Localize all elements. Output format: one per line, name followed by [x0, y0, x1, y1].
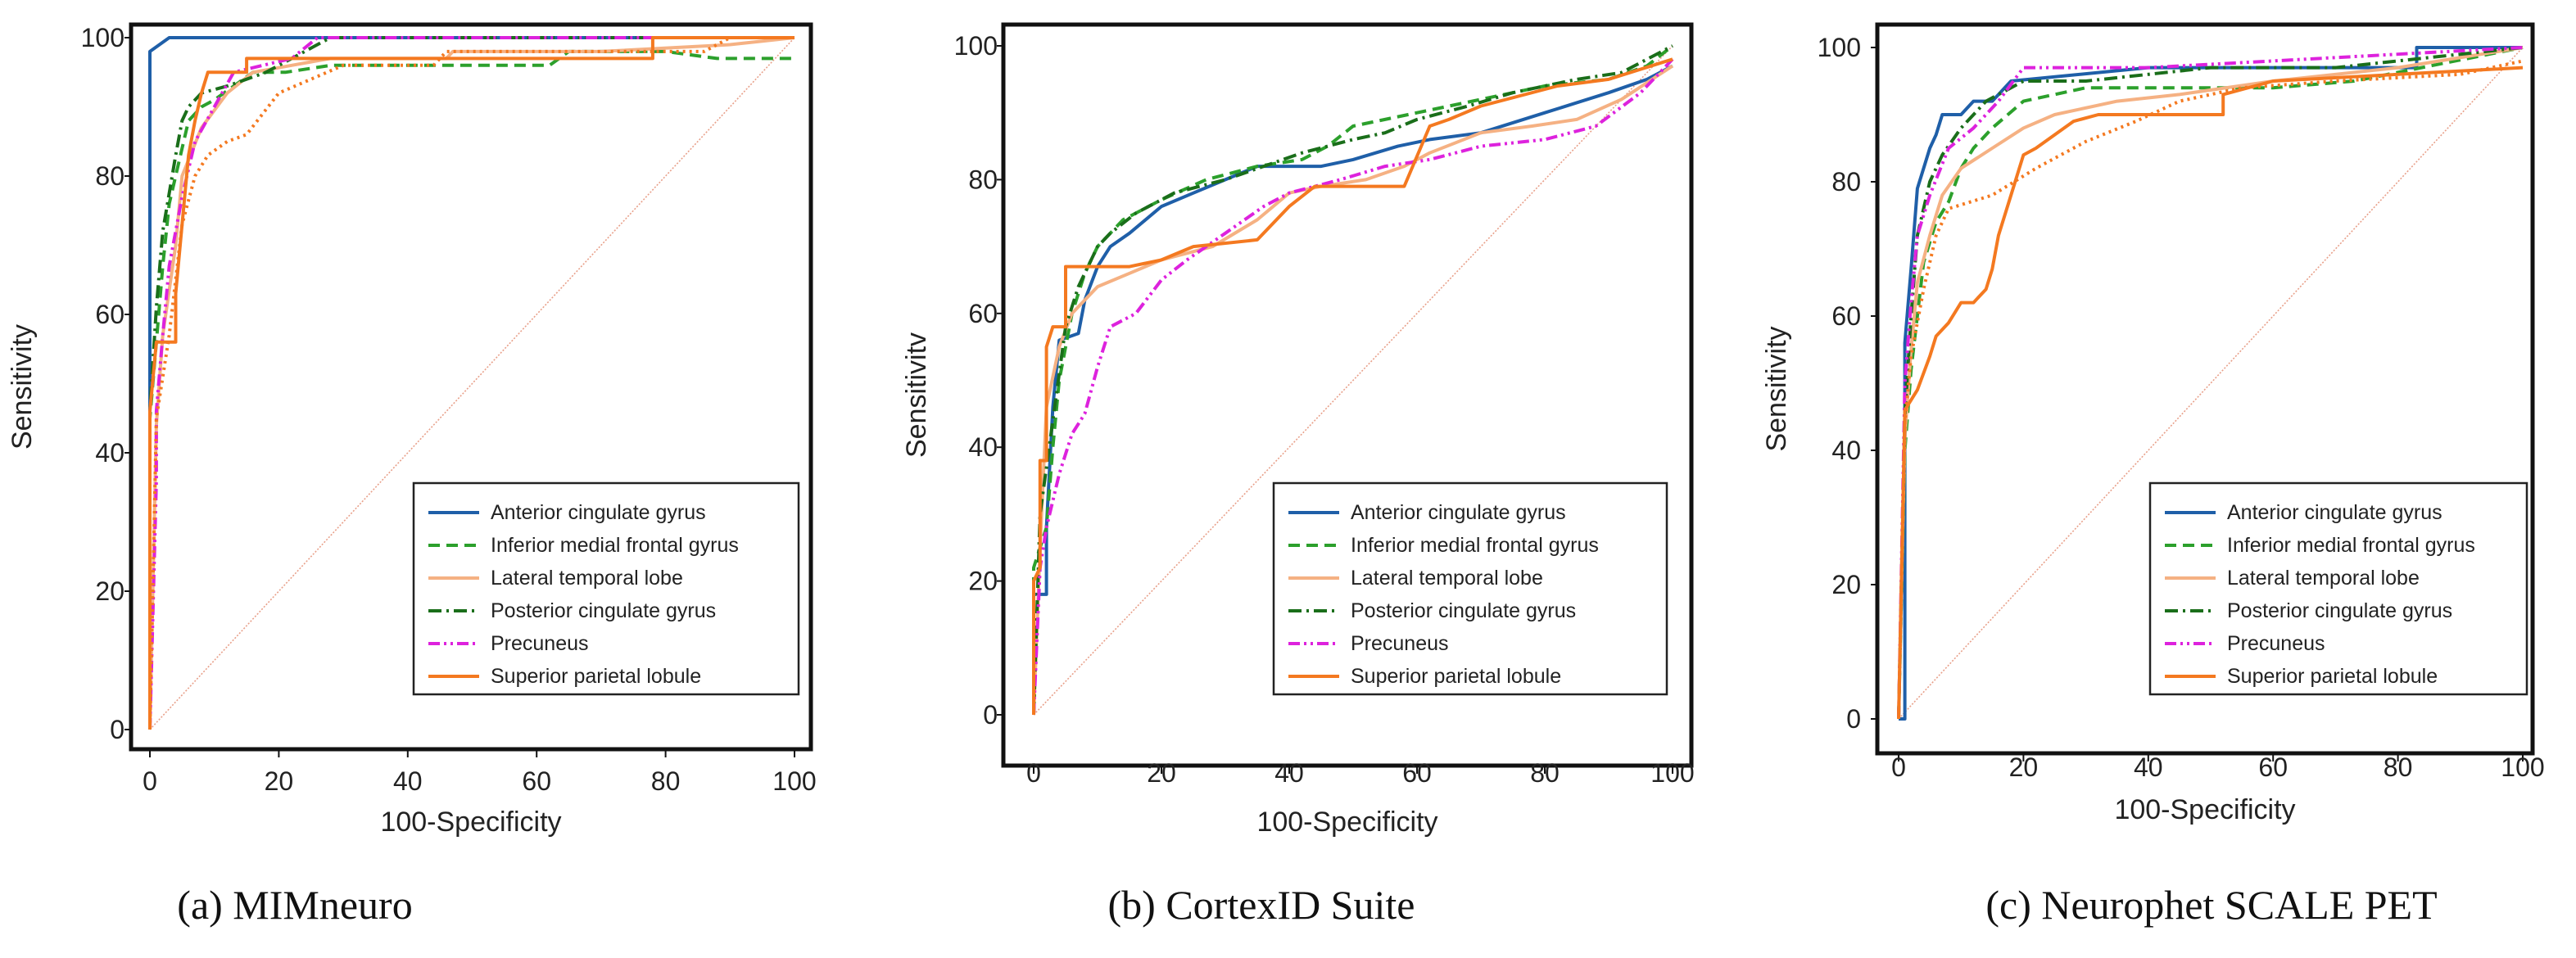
y-tick-label: 20	[95, 576, 124, 606]
x-tick-label: 40	[1274, 758, 1304, 788]
x-tick-label: 100	[772, 766, 816, 796]
roc-chart-1: 0 20 40 60 80 100 0 20 40 60 80 100 100-Specificity S…	[7, 22, 817, 928]
legend-label: Precuneus	[1351, 632, 1449, 655]
x-tick-label: 60	[1402, 758, 1432, 788]
x-tick-label: 20	[1147, 758, 1176, 788]
roc-series-line	[148, 36, 795, 730]
y-tick-label: 0	[983, 700, 998, 730]
legend-label: Superior parietal lobule	[1351, 665, 1561, 688]
y-tick-label: 80	[968, 165, 998, 194]
roc-chart-2: 0 20 40 60 80 100 0 20 40 60 80 100 100-Specificity S…	[901, 22, 1695, 928]
legend-label: Posterior cingulate gyrus	[491, 599, 716, 622]
diagonal-reference-line	[1033, 45, 1673, 716]
y-axis-label: Sensitivity	[1761, 326, 1792, 451]
y-tick-label: 100	[1818, 33, 1861, 62]
roc-series-line	[148, 36, 795, 730]
y-tick-label: 40	[968, 432, 998, 462]
legend-label: Posterior cingulate gyrus	[2227, 599, 2452, 622]
roc-series-line	[148, 36, 795, 730]
legend-label: Superior parietal lobule	[491, 665, 701, 688]
roc-series-line	[1032, 44, 1674, 715]
y-tick-label: 80	[95, 161, 124, 191]
legend-label: Inferior medial frontal gyrus	[1351, 534, 1599, 557]
legend-box	[1272, 481, 1668, 696]
x-tick-label: 80	[651, 766, 681, 796]
legend-label: Inferior medial frontal gyrus	[491, 534, 739, 557]
roc-series-line	[1897, 59, 2524, 720]
legend-label: Lateral temporal lobe	[491, 567, 683, 590]
legend-label: Precuneus	[491, 632, 589, 655]
legend-label: Lateral temporal lobe	[1351, 567, 1543, 590]
legend-label: Anterior cingulate gyrus	[491, 501, 706, 524]
legend-box	[412, 481, 800, 696]
y-axis-label: Sensitivity	[7, 324, 38, 450]
legend-label: Precuneus	[2227, 632, 2325, 655]
x-tick-label: 80	[2384, 752, 2413, 782]
panel-caption: (a) MIMneuro	[177, 882, 412, 928]
legend-label: Anterior cingulate gyrus	[2227, 501, 2442, 524]
x-tick-label: 40	[393, 766, 423, 796]
legend-label: Superior parietal lobule	[2227, 665, 2438, 688]
x-tick-label: 20	[2009, 752, 2039, 782]
x-axis-label: 100-Specificity	[1256, 807, 1437, 838]
roc-series-line	[1032, 64, 1674, 716]
y-tick-label: 80	[1831, 167, 1861, 197]
legend-label: Inferior medial frontal gyrus	[2227, 534, 2475, 557]
y-tick-label: 60	[968, 299, 998, 328]
roc-series-line	[1032, 57, 1673, 715]
roc-series-line	[148, 36, 795, 730]
roc-series-line	[1897, 46, 2524, 720]
y-tick-label: 0	[1846, 704, 1861, 734]
y-tick-label: 20	[968, 567, 998, 596]
legend-box	[2148, 481, 2528, 696]
legend-label: Posterior cingulate gyrus	[1351, 599, 1576, 622]
x-tick-label: 100	[1650, 758, 1694, 788]
roc-series-line	[1897, 66, 2524, 720]
y-tick-label: 100	[81, 23, 124, 52]
y-tick-label: 60	[1831, 301, 1861, 331]
y-tick-label: 20	[1831, 570, 1861, 599]
roc-series-line	[1897, 46, 2524, 720]
x-tick-label: 80	[1530, 758, 1560, 788]
x-axis-label: 100-Specificity	[380, 807, 561, 838]
legend: Anterior cingulate gyrus Inferior medial …	[1272, 481, 1668, 696]
x-tick-label: 0	[1026, 758, 1041, 788]
roc-series-line	[1897, 46, 2524, 720]
panel-caption: (b) CortexID Suite	[1108, 882, 1415, 928]
x-tick-label: 40	[2134, 752, 2163, 782]
y-axis-label: Sensitivitv	[901, 332, 932, 458]
x-tick-label: 20	[265, 766, 294, 796]
x-axis-label: 100-Specificity	[2114, 794, 2295, 825]
diagonal-reference-line	[1898, 47, 2524, 720]
x-tick-label: 60	[522, 766, 551, 796]
y-tick-label: 60	[95, 300, 124, 329]
y-tick-label: 0	[110, 715, 124, 744]
legend-label: Lateral temporal lobe	[2227, 567, 2420, 590]
legend-label: Anterior cingulate gyrus	[1351, 501, 1566, 524]
diagonal-reference-line	[149, 37, 795, 730]
y-tick-label: 40	[1831, 436, 1861, 465]
roc-series-line	[1032, 44, 1673, 716]
legend: Anterior cingulate gyrus Inferior medial …	[2148, 481, 2528, 696]
x-tick-label: 0	[143, 766, 157, 796]
panel-caption: (c) Neurophet SCALE PET	[1985, 882, 2437, 928]
y-tick-label: 40	[95, 438, 124, 468]
x-tick-label: 0	[1891, 752, 1906, 782]
x-tick-label: 100	[2501, 752, 2544, 782]
roc-chart-3: 0 20 40 60 80 100 0 20 40 60 80 100 100-Specificity S…	[1761, 22, 2545, 928]
y-tick-label: 100	[954, 31, 998, 61]
legend: Anterior cingulate gyrus Inferior medial …	[412, 481, 800, 696]
x-tick-label: 60	[2258, 752, 2288, 782]
